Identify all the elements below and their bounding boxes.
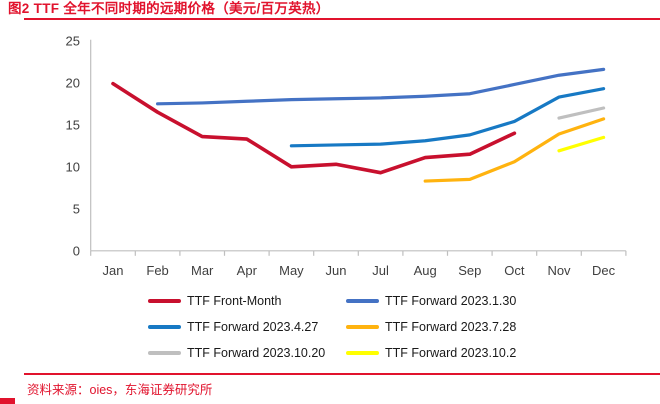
y-axis-label: 0: [73, 243, 80, 258]
series-line-ttf-forward-2023-4-27: [289, 87, 606, 148]
series-line-ttf-front-month: [111, 81, 517, 175]
footer-rule: [24, 373, 660, 375]
y-axis-label: 10: [66, 159, 80, 174]
x-axis-label: Oct: [504, 263, 525, 278]
legend-swatch-icon: [148, 325, 181, 329]
legend-item: TTF Forward 2023.10.2: [346, 340, 516, 366]
x-axis-label: Nov: [547, 263, 571, 278]
legend-item: TTF Front-Month: [148, 288, 346, 314]
y-axis-label: 15: [66, 117, 80, 132]
series-line-ttf-forward-2023-10-20: [557, 106, 606, 120]
legend-item: TTF Forward 2023.1.30: [346, 288, 516, 314]
legend-label: TTF Forward 2023.10.2: [385, 346, 517, 360]
legend-item: TTF Forward 2023.10.20: [148, 340, 346, 366]
legend-swatch-icon: [346, 351, 379, 355]
x-axis-label: Mar: [191, 263, 214, 278]
chart-canvas: 0 5 10 15 20 25 Jan Feb Mar Apr May Jun Jul Aug Sep Oct…: [66, 33, 627, 278]
x-axis-label: May: [279, 263, 304, 278]
x-axis-label: Feb: [146, 263, 168, 278]
legend-swatch-icon: [346, 299, 379, 303]
chart-legend: TTF Front-Month TTF Forward 2023.1.30 TTF …: [148, 288, 516, 366]
y-axis-label: 25: [66, 33, 80, 48]
title-underline: [24, 18, 660, 20]
legend-swatch-icon: [148, 299, 181, 303]
figure-title: 图2 TTF 全年不同时期的远期价格（美元/百万英热）: [8, 1, 330, 16]
legend-item: TTF Forward 2023.7.28: [346, 314, 516, 340]
legend-label: TTF Forward 2023.4.27: [187, 320, 319, 334]
y-axis-label: 20: [66, 75, 80, 90]
y-axis-label: 5: [73, 201, 80, 216]
x-axis-label: Jun: [326, 263, 347, 278]
x-axis-label: Aug: [414, 263, 437, 278]
series-line-ttf-forward-2023-10-2: [557, 135, 606, 153]
x-axis-label: Apr: [237, 263, 258, 278]
page-corner-decoration: [0, 398, 15, 404]
legend-item: TTF Forward 2023.4.27: [148, 314, 346, 340]
series-line-ttf-forward-2023-1-30: [156, 67, 606, 106]
legend-label: TTF Forward 2023.1.30: [385, 294, 517, 308]
legend-swatch-icon: [148, 351, 181, 355]
legend-label: TTF Front-Month: [187, 294, 282, 308]
x-axis-label: Dec: [592, 263, 616, 278]
series-line-ttf-forward-2023-7-28: [423, 117, 606, 183]
data-source-note: 资料来源：oies，东海证券研究所: [27, 383, 213, 397]
x-axis-label: Jul: [372, 263, 389, 278]
x-axis-label: Sep: [458, 263, 481, 278]
legend-label: TTF Forward 2023.7.28: [385, 320, 517, 334]
legend-label: TTF Forward 2023.10.20: [187, 346, 326, 360]
legend-swatch-icon: [346, 325, 379, 329]
x-axis-label: Jan: [103, 263, 124, 278]
